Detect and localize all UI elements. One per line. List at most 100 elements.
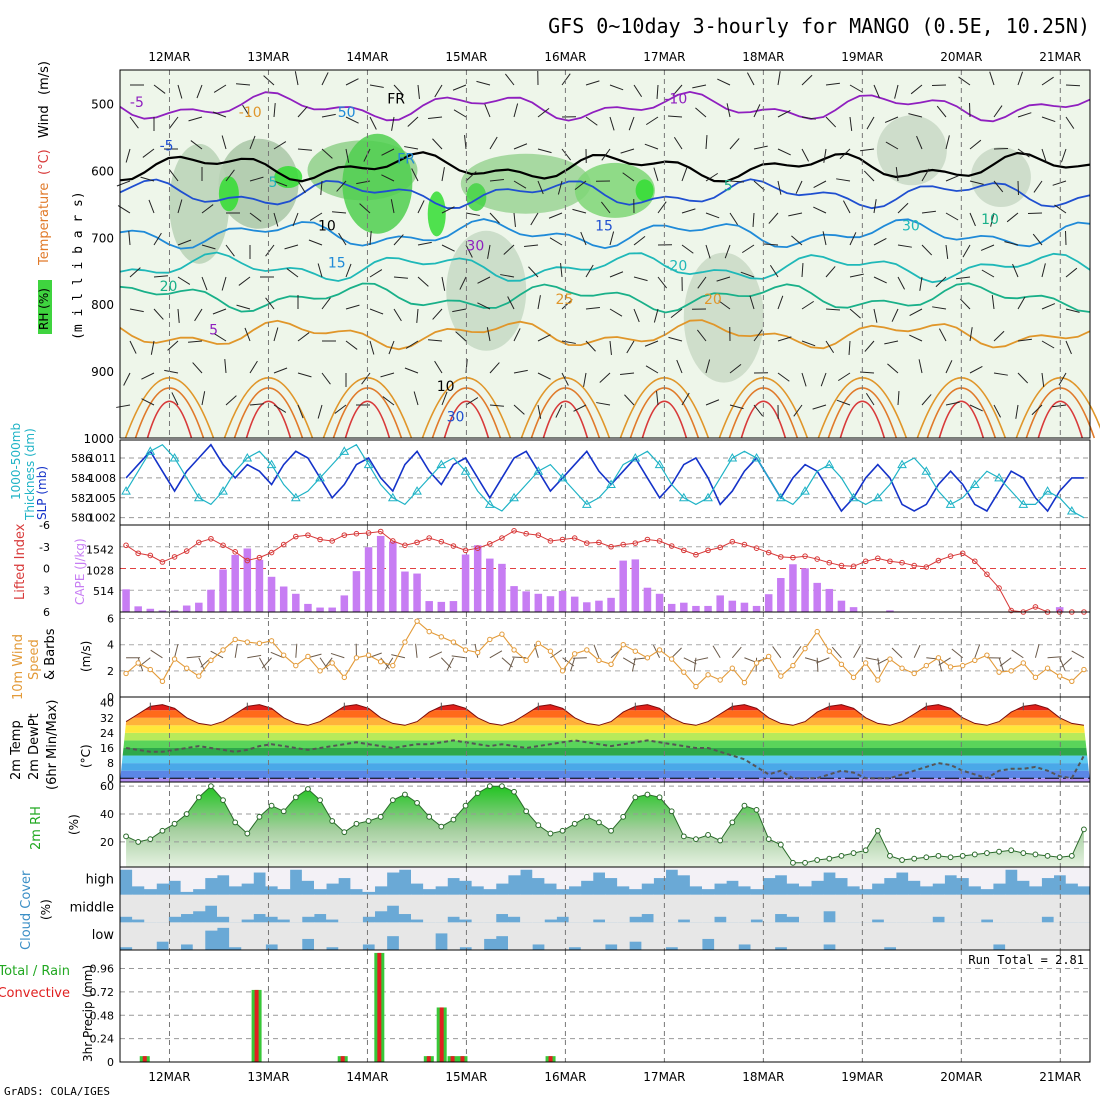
wind-barb (417, 241, 432, 246)
precip-convective-bar (450, 1056, 455, 1062)
wind-barb (225, 169, 235, 182)
wind-barb-10m (428, 651, 443, 659)
date-label-bottom: 14MAR (346, 1070, 388, 1084)
wind-barb-10m (831, 646, 842, 659)
cloud-cell-middle (920, 894, 933, 923)
lifted-index-marker (244, 557, 251, 564)
temp-band (120, 763, 1090, 771)
wind-barb (1041, 76, 1054, 86)
wind-barb (225, 395, 237, 406)
wind-barb (249, 176, 264, 182)
wind-barb (336, 180, 347, 192)
cloud-cell-high (471, 867, 485, 887)
lifted-index-marker (850, 563, 857, 570)
wind-barb (945, 212, 959, 221)
cloud-cell-high (350, 867, 363, 890)
wind-barb (839, 148, 851, 160)
wind-barb (167, 340, 179, 351)
wind-barb (213, 84, 227, 93)
panel-frame (119, 439, 1091, 526)
wind-barb (681, 392, 690, 406)
wind-speed-marker (923, 662, 930, 669)
date-label-bottom: 12MAR (148, 1070, 190, 1084)
profile-ylabel-mb: (m i l l i b a r s) (71, 191, 86, 340)
wind-barb (697, 276, 707, 289)
cloud-level-label: low (92, 928, 115, 943)
wind-barb (504, 73, 515, 86)
wind-barb (609, 116, 615, 131)
wind-barb-10m (1034, 644, 1040, 658)
wind-barb (667, 115, 683, 118)
cloud-cell-middle (1017, 894, 1030, 923)
cloud-cell-low (241, 922, 254, 950)
cape-bar (837, 600, 846, 612)
rh-marker (208, 783, 214, 790)
rh-marker (850, 850, 857, 856)
cloud-cell-middle (774, 894, 788, 915)
wind-barb (729, 212, 739, 226)
cape-bar (328, 607, 336, 612)
wind-barb (489, 212, 500, 224)
wind-barb (919, 276, 923, 291)
cloud-cell-low (617, 922, 630, 950)
temp-band (120, 755, 1090, 764)
wind-barb-10m (270, 651, 284, 659)
wind-barb (464, 135, 467, 150)
cloud-cell-middle (956, 894, 970, 923)
cloud-cell-low (532, 922, 545, 945)
lifted-index-marker (959, 550, 966, 557)
wind-barb (465, 171, 477, 182)
cloud-cell-low (665, 922, 679, 948)
lifted-index-marker (584, 540, 590, 546)
wind-barb (873, 199, 877, 214)
wind-barb (273, 327, 279, 342)
wind-barb (196, 84, 203, 99)
cloud-cell-low (677, 922, 691, 950)
wind-barb (873, 237, 887, 246)
cloud-cell-middle (508, 894, 521, 917)
wind-barb-10m (562, 657, 575, 667)
rh-blob (218, 176, 239, 212)
cloud-cell-middle (665, 894, 679, 923)
wind-barb (225, 244, 235, 257)
cloud-cell-high (908, 867, 921, 881)
cloud-cell-high (556, 867, 570, 890)
wind-barb (717, 78, 731, 86)
cape-bar (486, 558, 494, 612)
contour-label: 30 (466, 239, 484, 255)
cloud-cell-high (774, 867, 788, 876)
wind-barb (1017, 338, 1032, 342)
wind-barb (177, 199, 183, 214)
rh-marker (1044, 852, 1051, 859)
thickness-marker (218, 486, 228, 495)
wind-speed-marker (547, 648, 554, 654)
rh-marker (523, 808, 530, 815)
wind-barb (188, 340, 203, 343)
wind-barb (249, 135, 256, 150)
cloud-cell-low (204, 922, 218, 931)
rh-marker (426, 813, 433, 820)
profile-ytick: 900 (91, 365, 114, 379)
profile-bg (120, 70, 1090, 438)
cloud-cell-high (617, 867, 630, 887)
rh-marker (644, 791, 651, 798)
cloud-cell-middle (192, 894, 206, 912)
wind-barb (489, 404, 504, 407)
wind-barb (633, 84, 643, 98)
wind-speed-marker (123, 670, 129, 677)
cloud-cell-low (544, 922, 557, 950)
wind-barb (836, 178, 851, 182)
wind-speed-marker (305, 653, 311, 660)
wind-barb (1041, 303, 1056, 310)
wind-speed-marker (765, 653, 772, 660)
wind-barb-10m (508, 657, 515, 671)
rh-marker (280, 808, 287, 815)
wind-barb (1017, 296, 1026, 310)
temp-ylabel-4: (°C) (79, 744, 93, 768)
cape-bar (207, 589, 215, 612)
lifted-index-marker (547, 538, 554, 544)
thickness-tick: 582 (71, 492, 92, 505)
cloud-cell-middle (641, 894, 654, 915)
cloud-cell-high (980, 867, 994, 890)
rh-marker (583, 813, 590, 820)
